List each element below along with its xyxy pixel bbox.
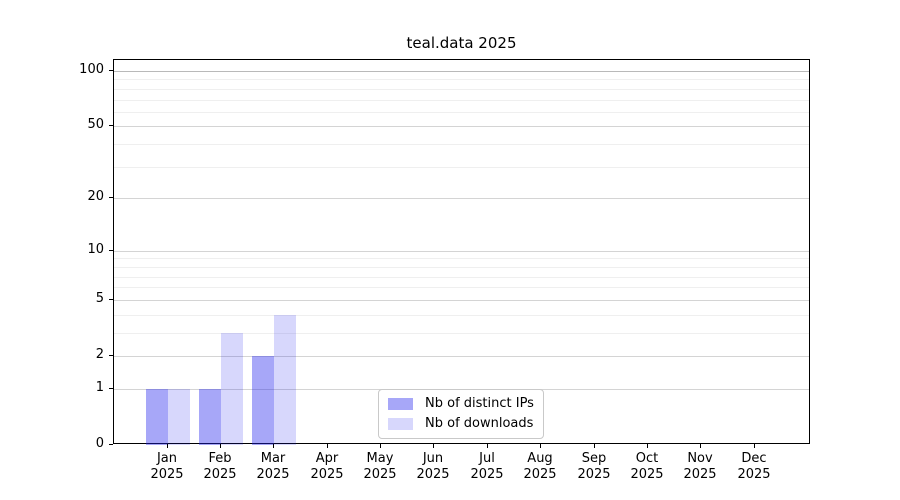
gridline-minor xyxy=(114,99,809,101)
x-tick-mark xyxy=(167,444,168,448)
x-tick-year: 2025 xyxy=(630,467,664,482)
x-tick-month: May xyxy=(366,451,394,466)
gridline-minor xyxy=(114,332,809,334)
gridline-major xyxy=(114,71,809,72)
x-tick-label: Aug 2025 xyxy=(505,451,575,483)
x-tick-mark xyxy=(220,444,221,448)
x-tick-label: Nov 2025 xyxy=(665,451,735,483)
gridline-minor xyxy=(114,258,809,260)
x-tick-mark xyxy=(327,444,328,448)
gridline-major xyxy=(114,126,809,128)
x-tick-mark xyxy=(540,444,541,448)
legend-swatch-distinct-ips xyxy=(388,398,413,410)
x-tick-month: Apr xyxy=(315,451,339,466)
x-tick-label: Mar 2025 xyxy=(238,451,308,483)
legend-label-downloads: Nb of downloads xyxy=(425,416,534,431)
bar-nb-of-downloads-feb xyxy=(221,332,244,445)
y-tick-mark xyxy=(109,355,113,356)
x-tick-mark xyxy=(700,444,701,448)
x-tick-mark xyxy=(594,444,595,448)
x-tick-month: Jan xyxy=(156,451,178,466)
y-tick-mark xyxy=(109,444,113,445)
x-tick-month: Mar xyxy=(260,451,286,466)
gridline-minor xyxy=(114,166,809,168)
y-tick-label: 0 xyxy=(95,436,104,451)
bar-nb-of-distinct-ips-jan xyxy=(145,388,168,445)
bar-nb-of-distinct-ips-feb xyxy=(199,388,222,445)
y-tick-mark xyxy=(109,197,113,198)
x-tick-label: Feb 2025 xyxy=(185,451,255,483)
gridline-minor xyxy=(114,88,809,90)
x-tick-year: 2025 xyxy=(363,467,397,482)
y-tick-mark xyxy=(109,250,113,251)
x-tick-year: 2025 xyxy=(256,467,290,482)
bar-nb-of-downloads-jan xyxy=(167,388,190,445)
gridline-minor xyxy=(114,314,809,316)
legend-swatch-downloads xyxy=(388,418,413,430)
legend-item-distinct-ips: Nb of distinct IPs xyxy=(388,396,534,412)
y-tick-mark xyxy=(109,388,113,389)
y-tick-label: 20 xyxy=(87,189,104,204)
x-tick-label: Jan 2025 xyxy=(132,451,202,483)
x-tick-month: Jul xyxy=(479,451,495,466)
x-tick-year: 2025 xyxy=(150,467,184,482)
gridline-minor xyxy=(114,266,809,268)
chart-title: teal.data 2025 xyxy=(406,34,517,52)
y-tick-label: 50 xyxy=(87,117,104,132)
x-tick-mark xyxy=(433,444,434,448)
y-tick-mark xyxy=(109,125,113,126)
x-tick-year: 2025 xyxy=(470,467,504,482)
gridline-major xyxy=(114,299,809,301)
legend: Nb of distinct IPs Nb of downloads xyxy=(378,389,544,439)
x-tick-month: Feb xyxy=(208,451,232,466)
gridline-major xyxy=(114,198,809,200)
gridline-minor xyxy=(114,287,809,289)
gridline-minor xyxy=(114,79,809,81)
x-tick-mark xyxy=(647,444,648,448)
x-tick-label: Dec 2025 xyxy=(719,451,789,483)
x-tick-mark xyxy=(487,444,488,448)
y-tick-label: 5 xyxy=(95,291,104,306)
x-tick-month: Aug xyxy=(527,451,553,466)
legend-label-distinct-ips: Nb of distinct IPs xyxy=(425,396,534,411)
x-tick-month: Dec xyxy=(741,451,767,466)
x-tick-year: 2025 xyxy=(416,467,450,482)
x-tick-mark xyxy=(380,444,381,448)
x-tick-mark xyxy=(273,444,274,448)
gridline-minor xyxy=(114,276,809,278)
x-tick-label: Apr 2025 xyxy=(292,451,362,483)
x-tick-year: 2025 xyxy=(203,467,237,482)
x-tick-year: 2025 xyxy=(683,467,717,482)
legend-item-downloads: Nb of downloads xyxy=(388,416,534,432)
x-tick-label: Jun 2025 xyxy=(398,451,468,483)
x-tick-year: 2025 xyxy=(310,467,344,482)
gridline-major xyxy=(114,356,809,357)
y-tick-label: 1 xyxy=(95,380,104,395)
x-tick-month: Sep xyxy=(581,451,607,466)
y-tick-mark xyxy=(109,299,113,300)
x-tick-month: Oct xyxy=(635,451,659,466)
y-tick-label: 100 xyxy=(79,62,104,77)
x-tick-year: 2025 xyxy=(577,467,611,482)
x-tick-label: May 2025 xyxy=(345,451,415,483)
gridline-minor xyxy=(114,111,809,113)
x-tick-year: 2025 xyxy=(737,467,771,482)
x-tick-year: 2025 xyxy=(523,467,557,482)
x-tick-label: Jul 2025 xyxy=(452,451,522,483)
gridline-major xyxy=(114,250,809,252)
y-tick-label: 2 xyxy=(95,347,104,362)
bar-nb-of-downloads-mar xyxy=(274,314,297,445)
x-tick-month: Nov xyxy=(687,451,713,466)
y-tick-label: 10 xyxy=(87,242,104,257)
x-tick-mark xyxy=(754,444,755,448)
x-tick-month: Jun xyxy=(422,451,444,466)
plot-area xyxy=(113,59,810,445)
x-tick-label: Oct 2025 xyxy=(612,451,682,483)
x-tick-label: Sep 2025 xyxy=(559,451,629,483)
gridline-minor xyxy=(114,144,809,146)
y-tick-mark xyxy=(109,70,113,71)
bar-nb-of-distinct-ips-mar xyxy=(252,356,275,445)
